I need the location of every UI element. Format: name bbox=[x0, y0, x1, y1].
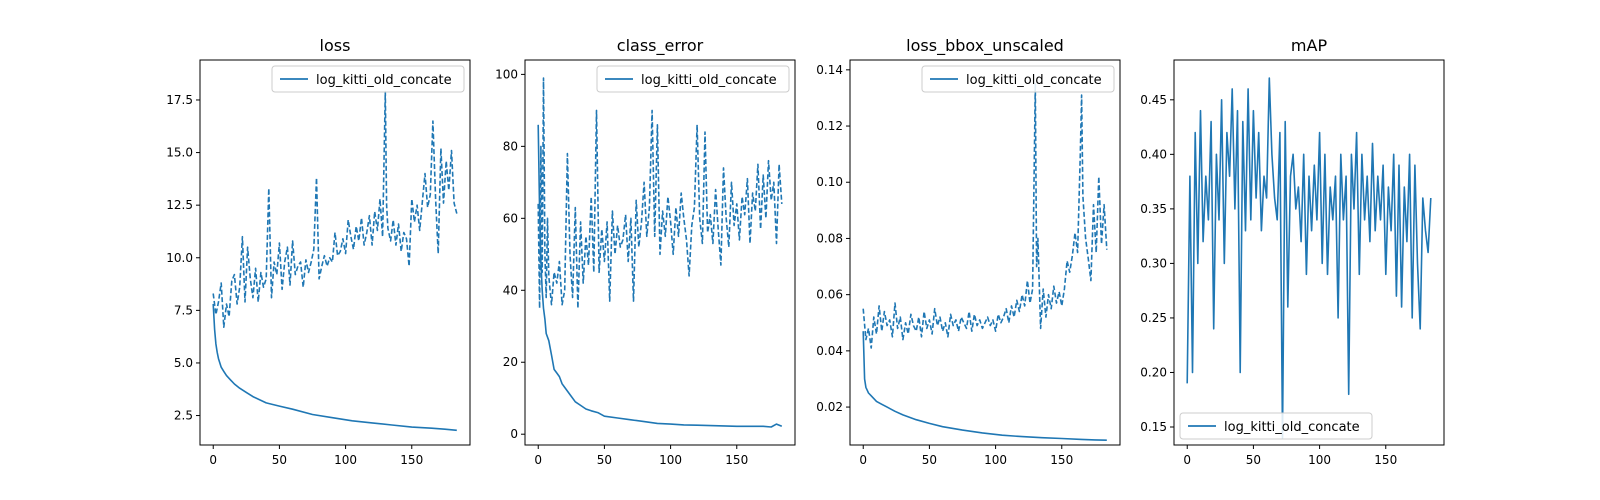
series-line-solid bbox=[1186, 77, 1432, 439]
legend-box bbox=[596, 65, 790, 93]
y-tick-label: 0.25 bbox=[1140, 311, 1167, 325]
series-line-solid bbox=[862, 331, 1107, 441]
y-tick-label: 0.40 bbox=[1140, 147, 1167, 161]
axes-frame bbox=[199, 59, 471, 446]
x-tick-label: 150 bbox=[1374, 453, 1397, 467]
legend-label: log_kitti_old_concate bbox=[316, 73, 452, 88]
y-tick-label: 10.0 bbox=[166, 251, 193, 265]
x-tick-label: 50 bbox=[597, 453, 612, 467]
y-tick-label: 0.04 bbox=[816, 344, 843, 358]
y-tick-label: 0.08 bbox=[816, 231, 843, 245]
series-line-solid bbox=[537, 124, 783, 428]
y-tick-label: 0.20 bbox=[1140, 365, 1167, 379]
legend-box bbox=[921, 65, 1115, 93]
y-tick-label: 2.5 bbox=[174, 409, 193, 423]
x-tick-label: 0 bbox=[859, 453, 867, 467]
series-line-dashed bbox=[212, 90, 458, 329]
x-tick-label: 0 bbox=[534, 453, 542, 467]
x-tick-label: 50 bbox=[272, 453, 287, 467]
x-tick-label: 150 bbox=[725, 453, 748, 467]
x-tick-label: 150 bbox=[1050, 453, 1073, 467]
chart-panel-2: loss_bbox_unscaled 0 50 100 150 0.02 0.04 0.06 0… bbox=[816, 36, 1121, 467]
y-tick-label: 0.30 bbox=[1140, 256, 1167, 270]
chart-title: loss bbox=[320, 36, 351, 55]
y-tick-label: 7.5 bbox=[174, 303, 193, 317]
legend-label: log_kitti_old_concate bbox=[641, 73, 777, 88]
y-tick-label: 17.5 bbox=[166, 93, 193, 107]
chart-panel-1: class_error 0 50 100 150 0 20 40 60 80 100 log_kitt… bbox=[495, 36, 796, 467]
x-tick-label: 50 bbox=[922, 453, 937, 467]
y-tick-label: 0.06 bbox=[816, 288, 843, 302]
series-line-solid bbox=[212, 303, 457, 432]
x-tick-label: 150 bbox=[400, 453, 423, 467]
series-line-dashed bbox=[537, 77, 783, 310]
chart-title: class_error bbox=[617, 36, 704, 56]
x-tick-label: 0 bbox=[1183, 453, 1191, 467]
chart-panel-3: mAP 0 50 100 150 0.15 0.20 0.25 0.30 0.35 0.40 0.45… bbox=[1140, 36, 1445, 467]
legend-box bbox=[1179, 412, 1373, 440]
y-tick-label: 0.02 bbox=[816, 400, 843, 414]
y-tick-label: 15.0 bbox=[166, 146, 193, 160]
axes-frame bbox=[1173, 59, 1445, 446]
chart-title: mAP bbox=[1291, 36, 1328, 55]
x-tick-label: 100 bbox=[334, 453, 357, 467]
x-tick-label: 50 bbox=[1246, 453, 1261, 467]
axes-frame bbox=[849, 59, 1121, 446]
legend-box bbox=[271, 65, 465, 93]
y-tick-label: 0.12 bbox=[816, 119, 843, 133]
y-tick-label: 0.35 bbox=[1140, 202, 1167, 216]
y-tick-label: 0.15 bbox=[1140, 420, 1167, 434]
chart-title: loss_bbox_unscaled bbox=[906, 36, 1064, 56]
legend-label: log_kitti_old_concate bbox=[966, 73, 1102, 88]
x-tick-label: 100 bbox=[659, 453, 682, 467]
y-tick-label: 40 bbox=[503, 283, 518, 297]
series-line-dashed bbox=[862, 83, 1108, 349]
chart-panel-0: loss 0 50 100 150 2.5 5.0 7.5 10.0 12.5 15.0 17.5 lo… bbox=[166, 36, 471, 467]
y-tick-label: 80 bbox=[503, 139, 518, 153]
y-tick-label: 0.14 bbox=[816, 63, 843, 77]
legend-label: log_kitti_old_concate bbox=[1224, 420, 1360, 435]
x-tick-label: 0 bbox=[209, 453, 217, 467]
y-tick-label: 100 bbox=[495, 67, 518, 81]
axes-frame bbox=[524, 59, 796, 446]
y-tick-label: 20 bbox=[503, 355, 518, 369]
x-tick-label: 100 bbox=[1308, 453, 1331, 467]
y-tick-label: 0.45 bbox=[1140, 93, 1167, 107]
y-tick-label: 12.5 bbox=[166, 198, 193, 212]
y-tick-label: 60 bbox=[503, 211, 518, 225]
x-tick-label: 100 bbox=[984, 453, 1007, 467]
y-tick-label: 0.10 bbox=[816, 175, 843, 189]
y-tick-label: 0 bbox=[510, 427, 518, 441]
y-tick-label: 5.0 bbox=[174, 356, 193, 370]
